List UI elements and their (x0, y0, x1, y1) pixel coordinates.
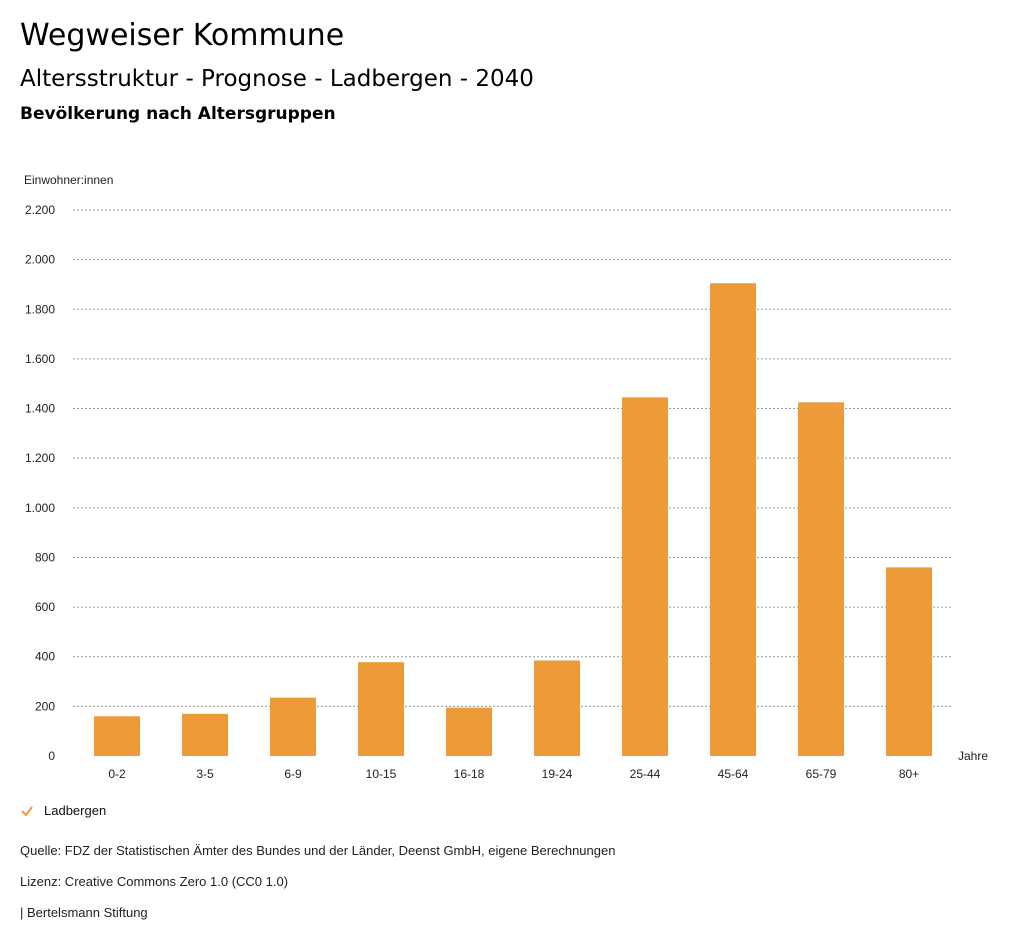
bar (446, 707, 492, 756)
y-tick-label: 1.200 (25, 451, 55, 465)
bar-chart: Einwohner:innen 0 200 400 600 800 1.000 1.200 1.… (24, 173, 988, 781)
source-note: Quelle: FDZ der Statistischen Ämter des … (20, 843, 616, 858)
bar (886, 567, 932, 756)
y-axis-label: Einwohner:innen (24, 173, 113, 187)
y-tick-label: 400 (35, 650, 55, 664)
bar (270, 697, 316, 756)
page-title: Wegweiser Kommune (20, 18, 345, 53)
x-tick-label: 10-15 (366, 767, 397, 781)
y-tick-label: 2.000 (25, 253, 55, 267)
legend-label: Ladbergen (44, 803, 107, 818)
y-tick-label: 1.800 (25, 302, 55, 316)
bar (94, 716, 140, 756)
bar (710, 283, 756, 756)
y-tick-label: 2.200 (25, 203, 55, 217)
bar (534, 660, 580, 756)
legend-item-ladbergen[interactable]: Ladbergen (20, 803, 106, 818)
bar (798, 402, 844, 756)
page-subtitle: Altersstruktur - Prognose - Ladbergen - … (20, 66, 534, 92)
chart-title: Bevölkerung nach Altersgruppen (20, 104, 336, 124)
license-note: Lizenz: Creative Commons Zero 1.0 (CC0 1… (20, 874, 289, 889)
x-tick-label: 19-24 (542, 767, 573, 781)
x-tick-label: 3-5 (196, 767, 214, 781)
publisher-note: | Bertelsmann Stiftung (20, 905, 148, 920)
y-tick-label: 1.600 (25, 352, 55, 366)
x-tick-label: 80+ (899, 767, 919, 781)
bar (182, 713, 228, 756)
y-tick-label: 600 (35, 600, 55, 614)
x-tick-label: 0-2 (108, 767, 126, 781)
x-tick-label: 45-64 (718, 767, 749, 781)
x-tick-label: 65-79 (806, 767, 837, 781)
bar (358, 662, 404, 756)
y-tick-label: 800 (35, 550, 55, 564)
x-tick-label: 16-18 (454, 767, 485, 781)
x-axis-label: Jahre (958, 749, 988, 763)
y-tick-label: 1.000 (25, 501, 55, 515)
y-tick-label: 1.400 (25, 402, 55, 416)
bar (622, 397, 668, 756)
x-tick-label: 6-9 (284, 767, 302, 781)
checkmark-icon (21, 805, 33, 817)
y-tick-label: 0 (48, 749, 55, 763)
x-tick-label: 25-44 (630, 767, 661, 781)
y-tick-label: 200 (35, 699, 55, 713)
